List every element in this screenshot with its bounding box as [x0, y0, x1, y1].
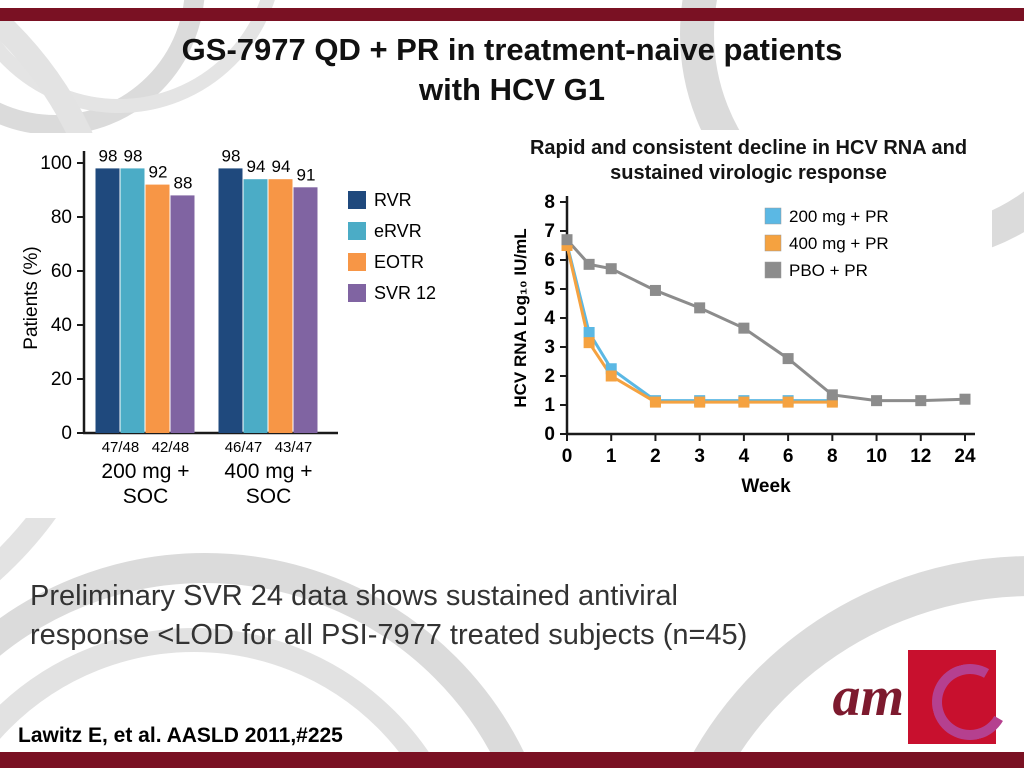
- svg-text:6: 6: [544, 250, 555, 271]
- svg-text:eRVR: eRVR: [374, 221, 422, 241]
- svg-text:400 mg + PR: 400 mg + PR: [789, 234, 889, 253]
- svg-text:43/47: 43/47: [275, 439, 313, 456]
- svg-text:0: 0: [61, 423, 72, 444]
- svg-text:EOTR: EOTR: [374, 252, 424, 272]
- svg-text:3: 3: [694, 446, 705, 467]
- citation-text: Lawitz E, et al. AASLD 2011,#225: [18, 724, 343, 747]
- slide-title-line2: with HCV G1: [418, 72, 605, 108]
- company-logo: am: [832, 650, 1017, 749]
- slide-title: GS-7977 QD + PR in treatment-naive patie…: [50, 30, 974, 111]
- svg-text:92: 92: [149, 163, 168, 182]
- line-chart-title: Rapid and consistent decline in HCV RNA …: [529, 137, 968, 184]
- svg-text:98: 98: [124, 146, 143, 165]
- svg-text:5: 5: [544, 279, 555, 300]
- logo-square: [908, 650, 1017, 749]
- svg-text:0: 0: [561, 446, 572, 467]
- svg-text:98: 98: [99, 146, 118, 165]
- svg-text:4: 4: [544, 308, 555, 329]
- svg-text:24: 24: [954, 446, 976, 467]
- svg-text:SOC: SOC: [123, 485, 169, 508]
- slide-title-line1: GS-7977 QD + PR in treatment-naive patie…: [181, 32, 843, 67]
- svg-text:20: 20: [51, 369, 72, 390]
- key-finding-text: Preliminary SVR 24 data shows sustained …: [30, 580, 748, 651]
- svg-text:4: 4: [738, 446, 749, 467]
- svg-text:60: 60: [51, 261, 72, 282]
- svg-text:94: 94: [247, 157, 266, 176]
- line-chart-panel: Rapid and consistent decline in HCV RNA …: [505, 130, 992, 530]
- svg-text:HCV RNA Log₁₀ IU/mL: HCV RNA Log₁₀ IU/mL: [511, 228, 530, 407]
- svg-text:10: 10: [865, 446, 886, 467]
- svg-text:88: 88: [174, 173, 193, 192]
- svg-text:SVR 12: SVR 12: [374, 283, 436, 303]
- bar-chart-panel: 0 20 40 60 80 100 98 98 92 88 47/48 42/48 200 mg + SO…: [18, 133, 458, 518]
- svg-text:PBO + PR: PBO + PR: [789, 261, 868, 280]
- logo-ring-icon: [923, 655, 1017, 749]
- svg-text:94: 94: [272, 157, 291, 176]
- svg-text:RVR: RVR: [374, 190, 412, 210]
- svg-text:1: 1: [605, 446, 616, 467]
- svg-text:1: 1: [544, 395, 555, 416]
- svg-text:400 mg +: 400 mg +: [224, 460, 312, 483]
- svg-text:Week: Week: [741, 476, 791, 497]
- svg-text:Patients (%): Patients (%): [21, 246, 42, 349]
- svg-text:91: 91: [297, 165, 316, 184]
- svg-text:2: 2: [544, 366, 555, 387]
- svg-text:200 mg + PR: 200 mg + PR: [789, 207, 889, 226]
- svg-text:98: 98: [222, 146, 241, 165]
- logo-am-text: am: [832, 666, 904, 728]
- svg-text:80: 80: [51, 207, 72, 228]
- svg-text:100: 100: [40, 153, 72, 174]
- svg-text:6: 6: [782, 446, 793, 467]
- svg-text:SOC: SOC: [246, 485, 292, 508]
- svg-text:2: 2: [650, 446, 661, 467]
- svg-text:200 mg +: 200 mg +: [101, 460, 189, 483]
- svg-text:40: 40: [51, 315, 72, 336]
- svg-text:0: 0: [544, 424, 555, 445]
- svg-text:8: 8: [544, 192, 555, 213]
- bottom-accent-bar: [0, 752, 1024, 768]
- svg-text:46/47: 46/47: [225, 439, 263, 456]
- svg-text:47/48: 47/48: [102, 439, 140, 456]
- svg-text:3: 3: [544, 337, 555, 358]
- svg-text:8: 8: [827, 446, 838, 467]
- top-accent-bar: [0, 8, 1024, 21]
- svg-text:7: 7: [544, 221, 555, 242]
- svg-text:12: 12: [910, 446, 931, 467]
- svg-text:42/48: 42/48: [152, 439, 190, 456]
